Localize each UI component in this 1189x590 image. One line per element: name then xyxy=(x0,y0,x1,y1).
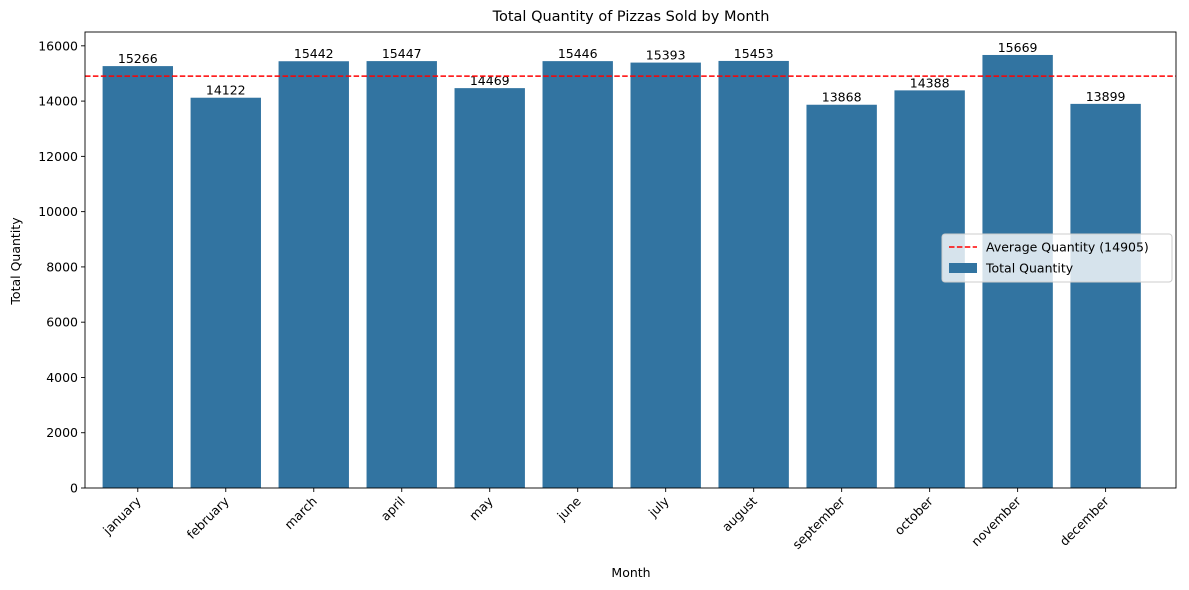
bars-layer xyxy=(102,54,1141,489)
bar-value-label: 15453 xyxy=(734,46,774,61)
bar-value-label: 15442 xyxy=(294,46,334,61)
x-tick-label: november xyxy=(968,493,1024,549)
bar-august xyxy=(718,60,789,488)
bar-value-label: 15393 xyxy=(646,48,686,63)
bar-march xyxy=(278,61,349,489)
bar-value-labels: 15266 14122 15442 15447 14469 15446 15393 15453… xyxy=(118,40,1126,105)
bar-value-label: 15266 xyxy=(118,51,158,66)
bar-february xyxy=(190,97,261,488)
y-tick-label: 8000 xyxy=(46,259,78,274)
y-axis-ticks: 0 2000 4000 6000 8000 10000 12000 14000 16000 xyxy=(38,38,85,496)
axes xyxy=(84,31,1177,489)
y-tick-label: 0 xyxy=(70,481,78,496)
x-axis-label: Month xyxy=(611,565,650,580)
x-tick-label: october xyxy=(891,493,936,538)
y-tick-label: 6000 xyxy=(46,315,78,330)
y-tick-label: 12000 xyxy=(38,149,78,164)
legend-series-swatch xyxy=(949,263,977,273)
bar-value-label: 14469 xyxy=(470,73,510,88)
legend-average-label: Average Quantity (14905) xyxy=(986,240,1149,255)
bar-may xyxy=(454,88,525,488)
plot-frame xyxy=(84,31,1177,489)
x-tick-label: april xyxy=(378,494,408,524)
y-tick-label: 14000 xyxy=(38,94,78,109)
legend-series-label: Total Quantity xyxy=(985,261,1074,276)
y-tick-label: 2000 xyxy=(46,425,78,440)
x-tick-label: december xyxy=(1056,493,1112,549)
bar-september xyxy=(806,104,877,489)
x-tick-label: march xyxy=(281,494,320,533)
x-tick-label: june xyxy=(553,493,584,524)
legend: Average Quantity (14905) Total Quantity xyxy=(941,233,1173,283)
bar-value-label: 15669 xyxy=(998,40,1038,55)
bar-value-label: 13868 xyxy=(822,90,862,105)
bar-value-label: 14122 xyxy=(206,83,246,98)
bar-value-label: 14388 xyxy=(910,75,950,90)
x-tick-label: january xyxy=(99,493,144,538)
bar-july xyxy=(630,62,701,489)
x-tick-label: may xyxy=(466,493,496,523)
x-tick-label: july xyxy=(645,493,672,520)
y-tick-label: 4000 xyxy=(46,370,78,385)
y-axis-label: Total Quantity xyxy=(8,217,23,306)
x-axis-ticks: january february march april may june july augu… xyxy=(99,488,1112,552)
bar-value-label: 15447 xyxy=(382,46,422,61)
y-tick-label: 10000 xyxy=(38,204,78,219)
x-tick-label: february xyxy=(184,493,233,542)
y-tick-label: 16000 xyxy=(38,38,78,53)
legend-frame xyxy=(941,233,1173,283)
bar-june xyxy=(542,61,613,488)
bar-october xyxy=(894,90,965,489)
bar-january xyxy=(102,66,173,488)
x-tick-label: august xyxy=(719,493,760,534)
bar-value-label: 13899 xyxy=(1086,89,1126,104)
bar-december xyxy=(1070,103,1141,488)
x-tick-label: september xyxy=(789,493,848,552)
bar-april xyxy=(366,61,437,488)
chart-title: Total Quantity of Pizzas Sold by Month xyxy=(492,9,770,25)
bar-value-label: 15446 xyxy=(558,46,598,61)
